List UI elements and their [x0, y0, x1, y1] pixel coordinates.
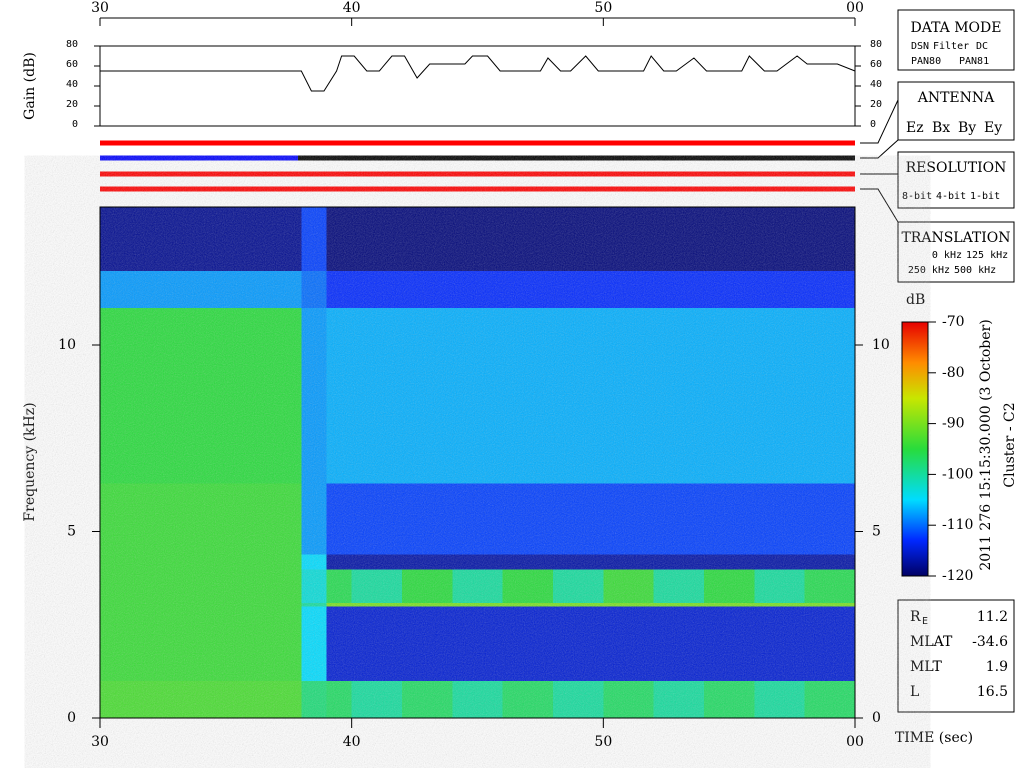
panel-title: ANTENNA [917, 90, 995, 106]
legend-item: 125 kHz [966, 250, 1008, 261]
info-value: 16.5 [977, 684, 1008, 700]
time-axis-label: TIME (sec) [895, 730, 973, 746]
colorbar-tick-label: -100 [942, 466, 973, 482]
x-tick-label: 30 [91, 734, 109, 750]
legend-item: 250 kHz [908, 265, 950, 276]
y-tick-label-right: 10 [872, 337, 890, 353]
noise-texture [100, 207, 855, 718]
resolution-panel: RESOLUTION 8-bit 4-bit 1-bit [897, 151, 1015, 209]
legend-item: Ey [984, 120, 1002, 136]
legend-item: 8-bit [902, 191, 932, 202]
colorbar-tick-label: -70 [942, 314, 965, 330]
info-key: MLAT [910, 634, 953, 650]
date-label: 2011 276 15:15:30.000 (3 October) [978, 319, 994, 570]
legend-item: 4-bit [936, 191, 966, 202]
y-tick-label-right: 80 [870, 39, 882, 50]
y-tick-label: 20 [66, 99, 78, 110]
y-tick-label-right: 40 [870, 79, 882, 90]
info-subscript: E [922, 616, 928, 627]
frequency-axis-label: Frequency (kHz) [22, 402, 38, 521]
spacecraft-label: Cluster - C2 [1002, 402, 1018, 487]
y-tick-label: 80 [66, 39, 78, 50]
colorbar-tick-label: -90 [942, 416, 965, 432]
top-x-tick-label: 50 [594, 0, 612, 16]
panel-frame [897, 151, 1015, 209]
gain-axis-label: Gain (dB) [22, 52, 38, 120]
info-value: 11.2 [977, 609, 1008, 625]
panel-frame [897, 81, 1015, 141]
legend-item: DC [976, 41, 988, 52]
info-key: L [910, 684, 919, 700]
info-value: 1.9 [986, 659, 1008, 675]
y-tick-label: 0 [67, 710, 76, 726]
top-x-tick-label: 30 [91, 0, 109, 16]
legend-item: PAN80 [911, 56, 941, 67]
panel-title: RESOLUTION [906, 160, 1007, 176]
x-tick-label: 00 [846, 734, 864, 750]
info-panel: R E 11.2 MLAT -34.6 MLT 1.9 L 16.5 [897, 599, 1015, 713]
legend-item: By [958, 120, 976, 136]
legend-item: 0 kHz [932, 250, 962, 261]
y-tick-label-right: 5 [872, 524, 881, 540]
y-tick-label: 40 [66, 79, 78, 90]
legend-item: DSN [911, 41, 929, 52]
colorbar-tick-label: -80 [942, 365, 965, 381]
legend-item: PAN81 [959, 56, 989, 67]
top-x-tick-label: 00 [846, 0, 864, 16]
panel-frame [897, 9, 1015, 71]
colorbar-tick-label: -120 [942, 568, 973, 584]
panel-frame [897, 221, 1015, 283]
y-tick-label: 60 [66, 59, 78, 70]
y-tick-label: 0 [72, 119, 78, 130]
legend-item: Ez [906, 120, 924, 136]
colorbar-label: dB [906, 292, 925, 308]
y-tick-label-right: 60 [870, 59, 882, 70]
info-key: MLT [910, 659, 942, 675]
y-tick-label-right: 0 [872, 710, 881, 726]
info-value: -34.6 [972, 634, 1008, 650]
top-x-tick-label: 40 [343, 0, 361, 16]
pointers [860, 99, 899, 223]
y-tick-label-right: 0 [870, 119, 876, 130]
legend-item: Filter [933, 41, 969, 52]
spectrogram-frame [99, 206, 856, 719]
data-mode-panel: DATA MODE DSN Filter DC PAN80 PAN81 [897, 9, 1015, 71]
y-tick-label: 5 [67, 524, 76, 540]
y-tick-label: 10 [58, 337, 76, 353]
translation-panel: TRANSLATION 0 kHz 125 kHz 250 kHz 500 kH… [897, 221, 1015, 283]
legend-item: 1-bit [970, 191, 1000, 202]
info-key: R [910, 609, 921, 625]
gain-line [100, 55, 856, 92]
x-tick-label: 50 [594, 734, 612, 750]
colorbar [901, 321, 929, 577]
x-tick-label: 40 [343, 734, 361, 750]
colorbar-tick-label: -110 [942, 517, 973, 533]
panel-title: DATA MODE [911, 20, 1002, 36]
antenna-panel: ANTENNA Ez Bx By Ey [897, 81, 1015, 141]
legend-item: 500 kHz [954, 265, 996, 276]
panel-title: TRANSLATION [901, 230, 1010, 246]
gain-frame [99, 45, 856, 127]
panel-frame [897, 599, 1015, 713]
y-tick-label-right: 20 [870, 99, 882, 110]
legend-item: Bx [932, 120, 950, 136]
